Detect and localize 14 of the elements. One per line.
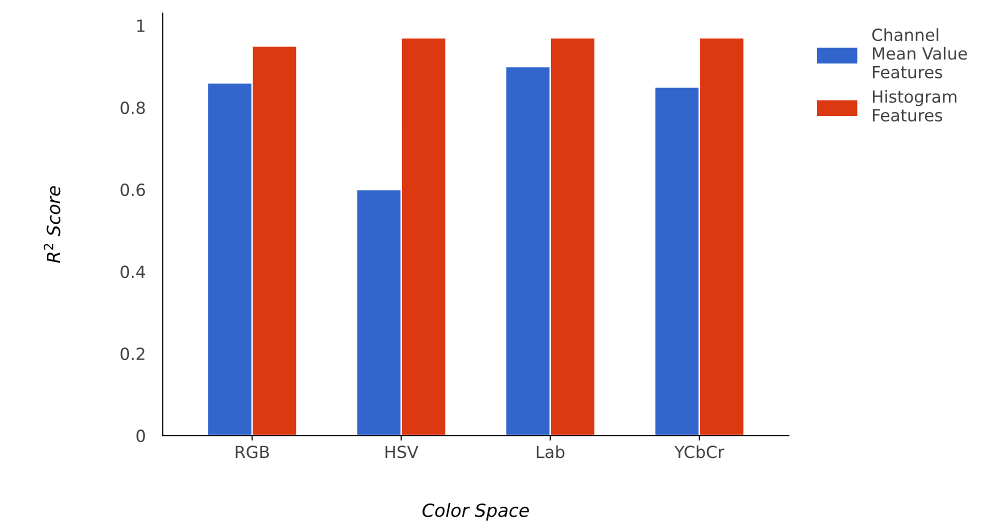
x-axis-title: Color Space [422,503,529,521]
y-tick-label: 0.2 [120,348,144,360]
x-tick-label: HSV [386,446,418,458]
y-tick-label: 0.4 [120,266,146,278]
y-tick-label: 0.8 [120,101,145,114]
legend-label: Channel Mean Value Features [872,28,967,78]
x-tick-label: YCbCr [674,445,724,458]
y-tick-label: 0.6 [120,184,145,196]
legend-label: Histogram Features [872,90,956,122]
x-tick-label: RGB [236,446,269,458]
y-axis-title: R$^{2}$ Score [44,186,60,263]
x-tick-label: Lab [536,445,564,458]
y-tick-label: 1 [137,20,144,32]
y-tick-label: 0 [136,430,145,442]
